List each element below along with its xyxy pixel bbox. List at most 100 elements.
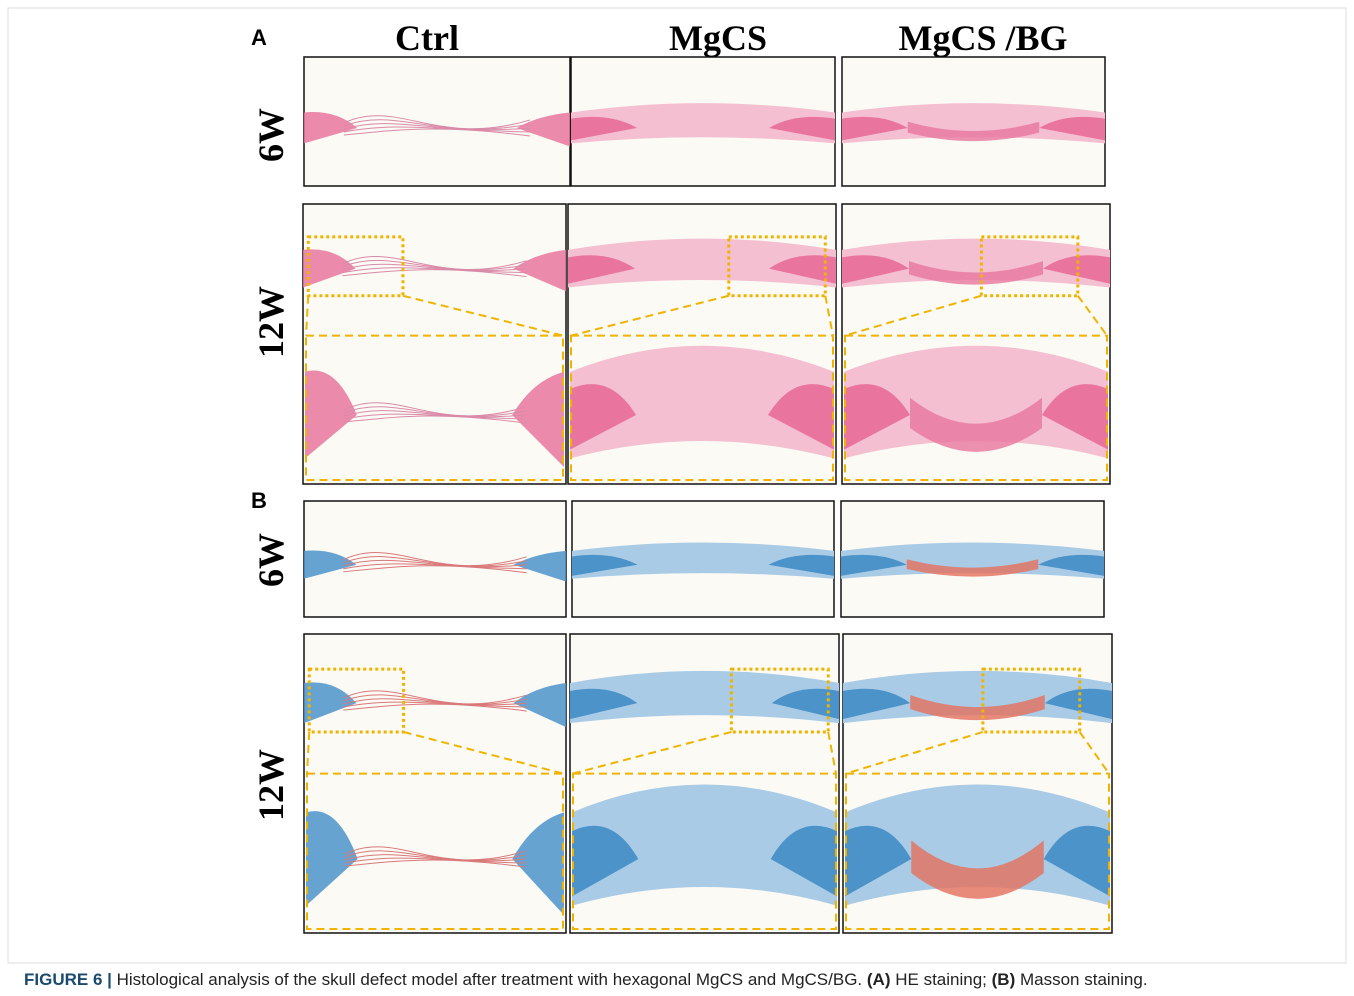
fiber <box>343 406 526 417</box>
tissue <box>910 695 1045 721</box>
tissue <box>570 345 834 459</box>
fiber <box>343 565 527 574</box>
tissue <box>572 542 834 579</box>
fiber <box>343 552 527 566</box>
tissue <box>769 116 835 141</box>
tissue <box>570 384 636 450</box>
panel-label: B <box>251 488 267 513</box>
zoom-connector <box>844 294 982 337</box>
row-label: 12W <box>251 286 291 358</box>
column-header: Ctrl <box>395 18 459 58</box>
tissue <box>843 688 911 720</box>
tissue <box>1042 384 1108 450</box>
fiber <box>343 559 527 568</box>
tissue <box>306 811 358 906</box>
zoom-region <box>729 667 830 734</box>
tissue <box>304 682 357 724</box>
fiber <box>343 694 527 705</box>
fiber <box>342 263 527 271</box>
caption: FIGURE 6 | Histological analysis of the … <box>24 970 1148 990</box>
row-label: 6W <box>251 108 291 162</box>
tissue <box>513 682 566 728</box>
fiber <box>344 846 526 861</box>
zoom-connector <box>570 294 730 337</box>
tissue <box>516 112 570 147</box>
fiber <box>344 854 526 862</box>
zoom-connector <box>1077 295 1108 337</box>
fiber <box>343 126 531 133</box>
figure-number: FIGURE 6 | <box>24 970 112 989</box>
tissue <box>841 554 907 576</box>
zoom-connector <box>827 731 837 774</box>
figure-border <box>7 7 1347 964</box>
tissue <box>304 550 357 579</box>
panel-label: A <box>251 25 267 50</box>
fiber <box>343 701 527 708</box>
tissue <box>1038 554 1104 576</box>
row-label: 6W <box>251 533 291 587</box>
tissue <box>304 112 358 144</box>
tissue <box>768 554 834 576</box>
tissue <box>770 825 837 897</box>
fiber <box>344 859 526 868</box>
zoom-connector <box>403 730 564 775</box>
figure: Ctrl MgCS MgCS /BG A B 6W 12W 6W 12W <box>7 7 1347 964</box>
tissue <box>1043 255 1110 284</box>
tissue <box>512 371 564 468</box>
fiber <box>343 123 531 131</box>
fiber <box>343 119 531 130</box>
tissue <box>843 670 1112 724</box>
tissue <box>513 550 566 582</box>
tissue <box>771 688 839 720</box>
tissue <box>911 840 1044 899</box>
tissue <box>844 384 910 450</box>
column-header: MgCS /BG <box>898 18 1067 58</box>
row-label: 12W <box>251 749 291 821</box>
tissue <box>842 238 1110 288</box>
caption-text: Histological analysis of the skull defec… <box>116 970 863 989</box>
tissue <box>844 345 1108 459</box>
tissue <box>769 255 836 284</box>
tissue <box>1043 825 1110 897</box>
zoom-region <box>306 235 405 298</box>
tissue <box>909 261 1043 285</box>
tissue <box>907 121 1040 142</box>
tissue <box>841 542 1104 579</box>
tissue <box>906 559 1039 577</box>
tissue <box>303 249 356 288</box>
zoom-connector <box>1078 731 1110 775</box>
inset-frame <box>572 772 837 931</box>
fiber <box>343 703 527 712</box>
fiber <box>344 850 526 861</box>
tissue <box>910 397 1042 452</box>
fiber <box>343 115 531 130</box>
caption-text: Masson staining. <box>1019 970 1148 989</box>
fiber <box>343 415 526 424</box>
tissue <box>305 370 357 459</box>
fiber <box>343 410 526 418</box>
fiber <box>343 698 527 706</box>
inset-frame <box>306 772 564 931</box>
tissue <box>570 670 839 724</box>
tissue <box>572 784 837 906</box>
column-header: MgCS <box>669 18 767 58</box>
zoom-connector <box>306 731 311 774</box>
tissue <box>572 554 638 576</box>
tissue <box>571 116 637 141</box>
inset-frame <box>305 334 564 481</box>
tissue <box>570 688 638 720</box>
fiber <box>343 128 531 137</box>
tissue <box>842 255 909 284</box>
tissue <box>572 825 639 897</box>
tissue <box>1044 688 1112 720</box>
zoom-connector <box>824 295 834 336</box>
tissue <box>568 255 635 284</box>
tissue <box>845 825 912 897</box>
zoom-region <box>981 667 1082 734</box>
fiber <box>343 556 527 567</box>
fiber <box>343 413 526 420</box>
fiber <box>342 255 527 270</box>
tissue <box>842 116 908 141</box>
fiber <box>342 260 527 271</box>
tissue <box>568 238 836 288</box>
